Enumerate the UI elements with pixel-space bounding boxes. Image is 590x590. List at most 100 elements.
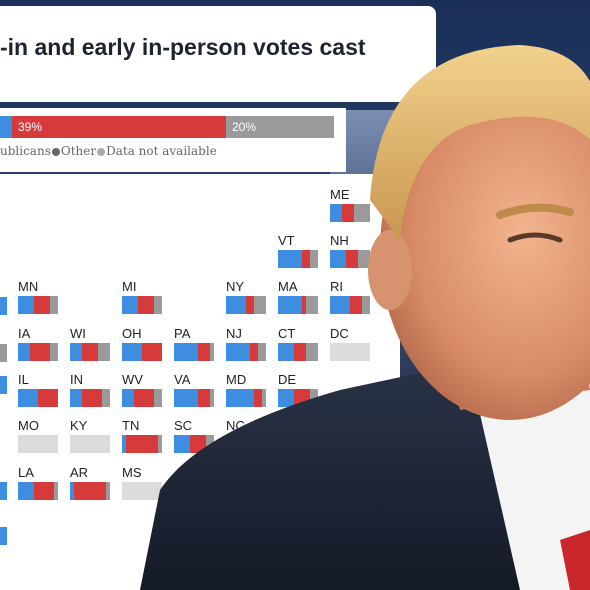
bar-segment-rep (34, 296, 50, 314)
bar-segment-rep (302, 250, 310, 268)
state-bar (18, 296, 58, 314)
bar-segment-other (310, 250, 318, 268)
bar-segment-other (358, 250, 370, 268)
state-bar (70, 435, 110, 453)
state-tile-mi[interactable]: MI (122, 278, 162, 314)
bar-segment-na (122, 482, 162, 500)
state-bar (70, 482, 110, 500)
state-tile-nh[interactable]: NH (330, 232, 370, 268)
bar-segment-rep (30, 343, 50, 361)
state-abbr: NH (330, 233, 349, 248)
state-abbr: MO (18, 418, 39, 433)
bar-segment-other (254, 296, 266, 314)
state-tile-dc[interactable]: DC (330, 325, 370, 361)
bar-segment-dem (18, 389, 38, 407)
hair (370, 45, 590, 240)
state-abbr: WV (122, 372, 143, 387)
bar-segment-dem (278, 296, 302, 314)
state-bar (18, 435, 58, 453)
state-tile-ar[interactable]: AR (70, 464, 110, 500)
state-abbr: VA (174, 372, 191, 387)
state-abbr: OH (122, 326, 142, 341)
bar-segment-rep (190, 435, 206, 453)
state-tile-ny[interactable]: NY (226, 278, 266, 314)
summary-card: 39% 20% ublicans Other Data not available (0, 108, 346, 172)
legend-republicans: ublicans (0, 144, 51, 158)
bar-segment-dem (226, 296, 246, 314)
bar-segment-other (50, 343, 58, 361)
state-tile-ma[interactable]: MA (278, 278, 318, 314)
bar-segment-rep (246, 296, 254, 314)
bar-segment-other (98, 343, 110, 361)
bar-segment-dem (70, 389, 82, 407)
state-tile-tn[interactable]: TN (122, 417, 162, 453)
state-tile-ri[interactable]: RI (330, 278, 370, 314)
state-abbr: AR (70, 465, 89, 480)
state-bar (330, 250, 370, 268)
bar-segment-na (330, 343, 370, 361)
bar-segment-rep (126, 435, 158, 453)
state-tile-oh[interactable]: OH (122, 325, 162, 361)
state-tile-ia[interactable]: IA (18, 325, 58, 361)
state-bar (174, 389, 214, 407)
bar-segment-other (306, 296, 318, 314)
bar-segment-rep (198, 343, 210, 361)
state-bar (174, 343, 214, 361)
state-bar (70, 343, 110, 361)
headline: -in and early in-person votes cast (0, 34, 366, 60)
legend-dot-icon (51, 147, 60, 156)
tile-fragment (0, 527, 7, 545)
state-abbr: CT (278, 326, 296, 341)
bar-segment-rep (302, 296, 306, 314)
bar-segment-dem (226, 389, 254, 407)
state-tile-la[interactable]: LA (18, 464, 58, 500)
state-bar (122, 389, 162, 407)
bar-segment-dem (70, 482, 74, 500)
bar-segment-dem (330, 204, 342, 222)
bar-segment-dem (278, 343, 294, 361)
state-tile-wi[interactable]: WI (70, 325, 110, 361)
eyebrow (496, 203, 574, 219)
state-tile-pa[interactable]: PA (174, 325, 214, 361)
state-tile-ky[interactable]: KY (70, 417, 110, 453)
bar-segment-rep (82, 343, 98, 361)
bar-segment-rep (142, 343, 162, 361)
state-abbr: VT (278, 233, 295, 248)
state-tile-ct[interactable]: CT (278, 325, 318, 361)
bar-segment-rep (350, 296, 362, 314)
bar-segment-rep (38, 389, 58, 407)
state-abbr: DC (330, 326, 349, 341)
face (380, 80, 590, 420)
state-bar (122, 343, 162, 361)
state-bar (278, 250, 318, 268)
bar-segment-other (210, 389, 214, 407)
state-tile-va[interactable]: VA (174, 371, 214, 407)
state-tile-wv[interactable]: WV (122, 371, 162, 407)
state-tile-nj[interactable]: NJ (226, 325, 266, 361)
bar-segment-dem (278, 250, 302, 268)
state-tile-in[interactable]: IN (70, 371, 110, 407)
bar-segment-dem (278, 389, 294, 407)
state-tile-il[interactable]: IL (18, 371, 58, 407)
politician-photo (140, 45, 590, 590)
bar-segment-rep (294, 343, 306, 361)
bar-segment-rep (82, 389, 102, 407)
state-abbr: MD (226, 372, 247, 387)
bar-segment-na (70, 435, 110, 453)
state-tile-me[interactable]: ME (330, 186, 370, 222)
state-tile-md[interactable]: MD (226, 371, 266, 407)
summary-bar-democrats (0, 116, 12, 138)
bar-segment-rep (74, 482, 106, 500)
summary-bar-other: 20% (226, 116, 334, 138)
state-tile-mo[interactable]: MO (18, 417, 58, 453)
state-tile-vt[interactable]: VT (278, 232, 318, 268)
state-tile-mn[interactable]: MN (18, 278, 58, 314)
headline-card: -in and early in-person votes cast (0, 6, 436, 102)
bar-segment-other (354, 204, 370, 222)
bar-segment-rep (342, 204, 354, 222)
bar-segment-rep (34, 482, 54, 500)
state-bar (330, 204, 370, 222)
bar-segment-dem (174, 343, 198, 361)
bar-segment-dem (174, 435, 190, 453)
state-tile-ms[interactable]: MS (122, 464, 162, 500)
